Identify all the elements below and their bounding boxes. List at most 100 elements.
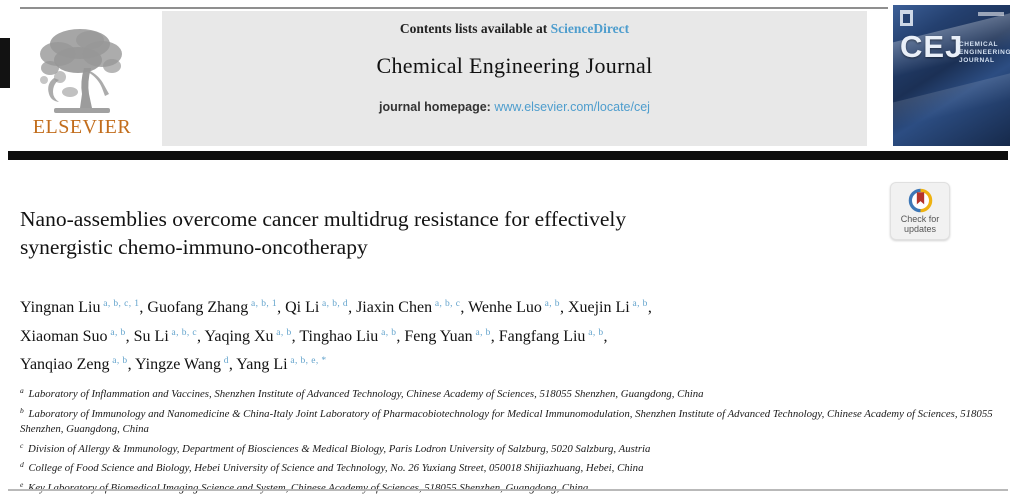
author-line: Yanqiao Zeng a, b, Yingze Wang d, Yang L… xyxy=(20,349,652,378)
check-for-updates-badge[interactable]: Check for updates xyxy=(890,182,950,240)
author: Yanqiao Zeng a, b, xyxy=(20,356,135,373)
author-affiliation-superscript: a, b xyxy=(108,328,126,338)
homepage-prefix: journal homepage: xyxy=(379,100,491,114)
author: Yang Li a, b, e, * xyxy=(236,356,326,373)
author: Jiaxin Chen a, b, c, xyxy=(356,299,468,316)
author-name: Su Li xyxy=(134,328,169,345)
author-separator: , xyxy=(348,299,356,316)
author-affiliation-superscript: a, b, c, 1 xyxy=(100,299,139,309)
author-separator: , xyxy=(126,328,134,345)
article-title-line: Nano-assemblies overcome cancer multidru… xyxy=(20,205,626,233)
author-affiliation-superscript: a, b xyxy=(630,299,648,309)
author-name: Tinghao Liu xyxy=(299,328,378,345)
author-name: Fangfang Liu xyxy=(499,328,586,345)
crossmark-icon xyxy=(907,187,934,214)
journal-header-band: Contents lists available at ScienceDirec… xyxy=(162,11,867,146)
author-list: Yingnan Liu a, b, c, 1, Guofang Zhang a,… xyxy=(20,292,652,378)
cover-name-line: JOURNAL xyxy=(959,57,1010,65)
journal-cover-thumbnail[interactable]: CEJ CHEMICAL ENGINEERING JOURNAL xyxy=(893,5,1010,146)
author-affiliation-superscript: a, b, c xyxy=(432,299,460,309)
author-affiliation-superscript: a, b, e, * xyxy=(288,356,327,366)
author: Xiaoman Suo a, b, xyxy=(20,328,134,345)
author-affiliation-superscript: a, b xyxy=(473,328,491,338)
author-name: Jiaxin Chen xyxy=(356,299,432,316)
elsevier-logo: ELSEVIER xyxy=(16,22,148,144)
author-name: Xiaoman Suo xyxy=(20,328,108,345)
author-affiliation-superscript: d xyxy=(221,356,229,366)
contents-prefix: Contents lists available at xyxy=(400,21,547,36)
author-affiliation-superscript: a, b, c xyxy=(169,328,197,338)
affiliation-text: Laboratory of Inflammation and Vaccines,… xyxy=(26,388,704,400)
author: Yingze Wang d, xyxy=(135,356,236,373)
author: Wenhe Luo a, b, xyxy=(468,299,568,316)
author-name: Qi Li xyxy=(285,299,319,316)
author-separator: , xyxy=(560,299,568,316)
cover-issue-info xyxy=(978,12,1004,16)
author-name: Guofang Zhang xyxy=(147,299,248,316)
homepage-link[interactable]: www.elsevier.com/locate/cej xyxy=(494,100,650,114)
author-affiliation-superscript: a, b, 1 xyxy=(248,299,277,309)
author-affiliation-superscript: a, b xyxy=(109,356,127,366)
author-affiliation-superscript: a, b xyxy=(378,328,396,338)
journal-title: Chemical Engineering Journal xyxy=(162,53,867,79)
author: Qi Li a, b, d, xyxy=(285,299,356,316)
author-separator: , xyxy=(604,328,608,345)
author-name: Yanqiao Zeng xyxy=(20,356,109,373)
author-separator: , xyxy=(277,299,285,316)
author: Su Li a, b, c, xyxy=(134,328,205,345)
affiliation-text: College of Food Science and Biology, Heb… xyxy=(26,462,644,474)
page-edge-mark xyxy=(0,38,10,88)
affiliation: e Key Laboratory of Biomedical Imaging S… xyxy=(20,477,1010,496)
cover-journal-abbr: CEJ xyxy=(900,29,963,65)
author-name: Wenhe Luo xyxy=(468,299,542,316)
author-name: Yang Li xyxy=(236,356,287,373)
check-for-updates-label: Check for updates xyxy=(891,214,949,234)
cover-name-line: ENGINEERING xyxy=(959,49,1010,57)
bottom-divider xyxy=(8,489,1008,491)
affiliation-superscript: c xyxy=(20,441,23,450)
top-divider xyxy=(20,7,888,9)
article-title: Nano-assemblies overcome cancer multidru… xyxy=(20,205,626,261)
header-divider-bar xyxy=(8,151,1008,160)
affiliation-superscript: a xyxy=(20,386,24,395)
badge-label-line: Check for xyxy=(891,214,949,224)
author-separator: , xyxy=(491,328,499,345)
author-name: Xuejin Li xyxy=(568,299,630,316)
author-name: Yaqing Xu xyxy=(204,328,273,345)
affiliation-superscript: e xyxy=(20,480,23,489)
sciencedirect-link[interactable]: ScienceDirect xyxy=(551,21,629,36)
author-name: Yingze Wang xyxy=(135,356,221,373)
affiliation-text: Key Laboratory of Biomedical Imaging Sci… xyxy=(25,482,588,494)
author: Yaqing Xu a, b, xyxy=(204,328,299,345)
affiliation-text: Division of Allergy & Immunology, Depart… xyxy=(25,443,650,455)
affiliation-list: a Laboratory of Inflammation and Vaccine… xyxy=(20,383,1010,496)
affiliation-text: Laboratory of Immunology and Nanomedicin… xyxy=(20,408,993,436)
homepage-line: journal homepage: www.elsevier.com/locat… xyxy=(162,100,867,114)
affiliation-superscript: b xyxy=(20,406,24,415)
author-separator: , xyxy=(648,299,652,316)
author: Tinghao Liu a, b, xyxy=(299,328,404,345)
cover-name-line: CHEMICAL xyxy=(959,41,1010,49)
cover-elsevier-mark-icon xyxy=(900,10,913,26)
author-separator: , xyxy=(460,299,468,316)
author: Xuejin Li a, b, xyxy=(568,299,652,316)
author: Guofang Zhang a, b, 1, xyxy=(147,299,285,316)
article-title-line: synergistic chemo-immuno-oncotherapy xyxy=(20,233,626,261)
author-affiliation-superscript: a, b xyxy=(542,299,560,309)
author-affiliation-superscript: a, b xyxy=(274,328,292,338)
badge-label-line: updates xyxy=(891,224,949,234)
author-name: Feng Yuan xyxy=(404,328,472,345)
affiliation: d College of Food Science and Biology, H… xyxy=(20,457,1010,477)
author-affiliation-superscript: a, b, d xyxy=(319,299,348,309)
author-line: Yingnan Liu a, b, c, 1, Guofang Zhang a,… xyxy=(20,292,652,321)
elsevier-wordmark: ELSEVIER xyxy=(16,116,148,139)
contents-line: Contents lists available at ScienceDirec… xyxy=(162,21,867,37)
author: Feng Yuan a, b, xyxy=(404,328,498,345)
author-line: Xiaoman Suo a, b, Su Li a, b, c, Yaqing … xyxy=(20,321,652,350)
affiliation: b Laboratory of Immunology and Nanomedic… xyxy=(20,403,1010,438)
affiliation: a Laboratory of Inflammation and Vaccine… xyxy=(20,383,1010,403)
author: Yingnan Liu a, b, c, 1, xyxy=(20,299,147,316)
elsevier-tree-icon xyxy=(30,22,134,118)
cover-journal-name: CHEMICAL ENGINEERING JOURNAL xyxy=(959,41,1010,65)
